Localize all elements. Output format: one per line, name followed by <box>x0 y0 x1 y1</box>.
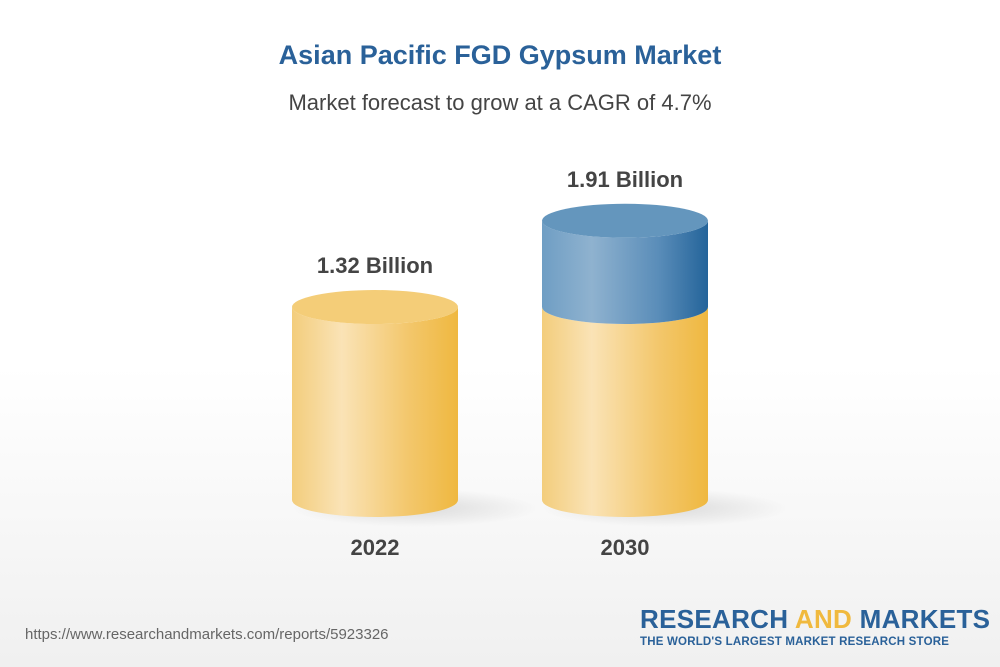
source-url[interactable]: https://www.researchandmarkets.com/repor… <box>25 626 389 643</box>
bar-base-segment-2030 <box>542 307 708 517</box>
bar-top-2030 <box>542 203 708 238</box>
logo-text-markets: MARKETS <box>852 604 991 634</box>
logo-tagline: THE WORLD'S LARGEST MARKET RESEARCH STOR… <box>640 636 950 648</box>
chart-subtitle: Market forecast to grow at a CAGR of 4.7… <box>288 90 712 115</box>
bar-growth-segment-2030 <box>542 220 708 325</box>
research-and-markets-logo: RESEARCH AND MARKETS THE WORLD'S LARGEST… <box>640 604 990 648</box>
bar-2022 <box>292 307 458 517</box>
data-label-2022: 1.32 Billion <box>317 253 433 278</box>
logo-text-research: RESEARCH <box>640 604 795 634</box>
bar-top-2022 <box>292 290 458 325</box>
chart-title: Asian Pacific FGD Gypsum Market <box>278 40 722 70</box>
category-label-2030: 2030 <box>601 535 650 560</box>
data-label-2030: 1.91 Billion <box>567 167 683 192</box>
category-label-2022: 2022 <box>351 535 400 560</box>
logo-text-and: AND <box>794 604 853 634</box>
